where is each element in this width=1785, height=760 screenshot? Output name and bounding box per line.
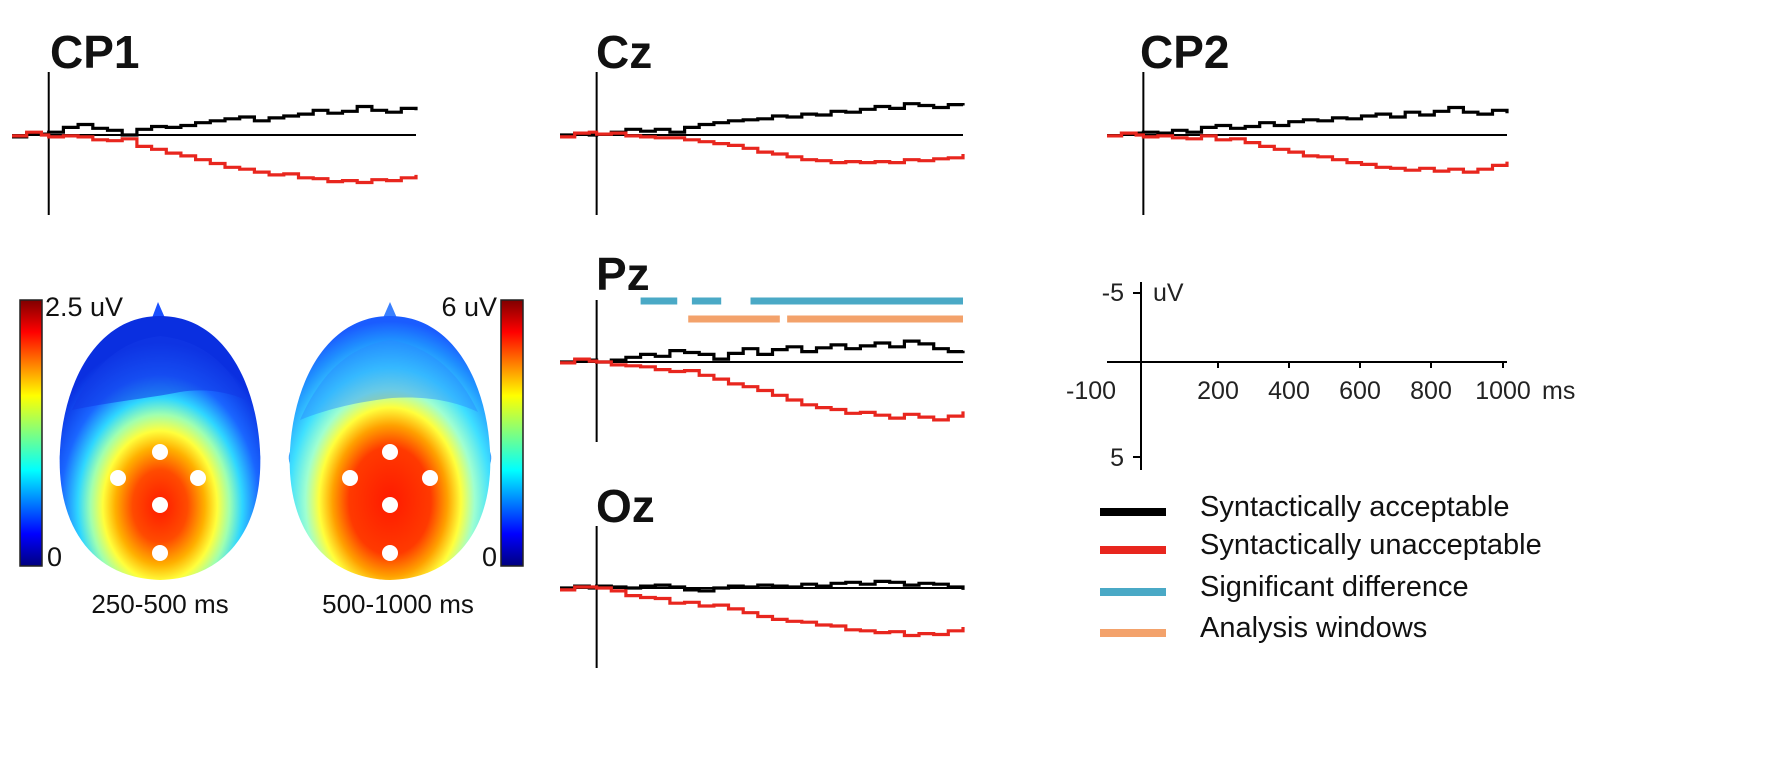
electrode-dot <box>382 545 398 561</box>
electrode-dot <box>342 470 358 486</box>
channel-label-cp2: CP2 <box>1140 26 1229 78</box>
electrode-dot <box>382 497 398 513</box>
waveform-unacceptable <box>560 585 965 638</box>
legend-label-unacceptable: Syntactically unacceptable <box>1200 529 1542 561</box>
scalp-map-500-1000 <box>288 302 492 580</box>
electrode-dot <box>190 470 206 486</box>
scale-y-tick-pos5: 5 <box>1110 444 1124 472</box>
waveform-acceptable <box>560 339 965 364</box>
colorbar-right-max-label: 6 uV <box>441 292 497 322</box>
scalp-map-250-500 <box>59 302 261 580</box>
waveform-unacceptable <box>1107 131 1509 174</box>
erp-panel-oz: Oz <box>560 480 965 668</box>
waveform-acceptable <box>560 102 965 137</box>
waveform-acceptable <box>560 579 965 593</box>
legend: Syntactically acceptable Syntactically u… <box>1100 491 1542 644</box>
colorbar-left-min-label: 0 <box>47 542 62 572</box>
electrode-dot <box>382 444 398 460</box>
scale-x-unit-label: ms <box>1542 377 1575 405</box>
scale-bar: -5 uV 5 -100 200 400 600 800 1000 ms <box>1066 279 1575 472</box>
erp-panel-pz: Pz <box>560 248 965 442</box>
waveform-unacceptable <box>560 130 965 165</box>
channel-label-oz: Oz <box>596 480 655 532</box>
channel-label-cz: Cz <box>596 26 652 78</box>
electrode-dot <box>152 497 168 513</box>
electrode-dot <box>152 545 168 561</box>
waveform-acceptable <box>12 104 418 139</box>
scale-y-tick-neg5: -5 <box>1102 279 1124 307</box>
scale-x-tick-600: 600 <box>1339 377 1381 405</box>
channel-label-cp1: CP1 <box>50 26 139 78</box>
waveform-unacceptable <box>560 357 965 422</box>
colorbar-left <box>19 299 43 567</box>
electrode-dot <box>152 444 168 460</box>
map-window-label-250-500: 250-500 ms <box>91 589 228 619</box>
erp-panel-cp1: CP1 <box>12 26 418 215</box>
scale-x-tick-200: 200 <box>1197 377 1239 405</box>
erp-panel-cp2: CP2 <box>1107 26 1509 215</box>
topographic-maps: 2.5 uV 0 250-500 ms <box>19 292 524 619</box>
legend-label-analysis: Analysis windows <box>1200 612 1427 644</box>
channel-label-pz: Pz <box>596 248 650 300</box>
electrode-dot <box>422 470 438 486</box>
colorbar-left-max-label: 2.5 uV <box>45 292 123 322</box>
scale-x-tick-800: 800 <box>1410 377 1452 405</box>
waveform-acceptable <box>1107 105 1509 138</box>
scale-x-tick-neg100: -100 <box>1066 377 1116 405</box>
colorbar-right <box>500 299 524 567</box>
colorbar-right-min-label: 0 <box>482 542 497 572</box>
electrode-dot <box>110 470 126 486</box>
scale-y-unit-label: uV <box>1153 279 1184 307</box>
legend-label-acceptable: Syntactically acceptable <box>1200 491 1510 523</box>
legend-label-significant: Significant difference <box>1200 571 1469 603</box>
erp-panel-cz: Cz <box>560 26 965 215</box>
scale-x-tick-1000: 1000 <box>1475 377 1531 405</box>
map-window-label-500-1000: 500-1000 ms <box>322 589 474 619</box>
scale-x-tick-400: 400 <box>1268 377 1310 405</box>
waveform-unacceptable <box>12 130 418 185</box>
